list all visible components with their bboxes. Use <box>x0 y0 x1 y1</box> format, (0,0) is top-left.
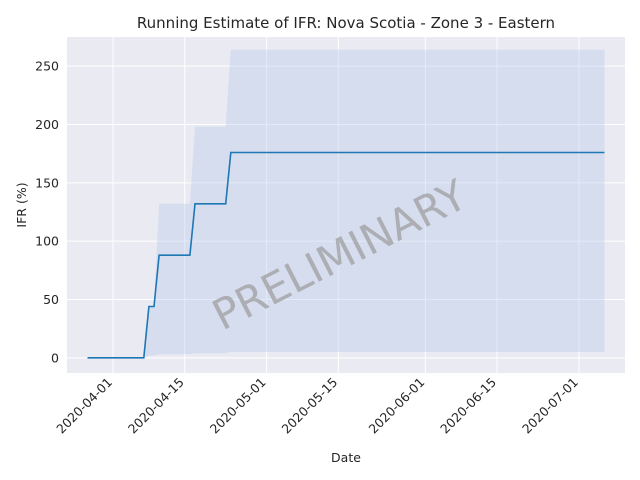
y-tick-label: 200 <box>35 117 59 132</box>
y-tick-label: 250 <box>35 59 59 74</box>
y-axis-label: IFR (%) <box>14 182 29 227</box>
y-axis-ticks: 0 50 100 150 200 250 <box>35 59 59 366</box>
y-tick-label: 0 <box>51 350 59 365</box>
ifr-series-line <box>87 151 605 359</box>
x-tick-label: 2020-04-01 <box>53 375 115 437</box>
y-tick-label: 50 <box>43 292 59 307</box>
chart-title: Running Estimate of IFR: Nova Scotia - Z… <box>137 14 555 32</box>
x-tick-label: 2020-06-15 <box>437 375 499 437</box>
x-tick-label: 2020-04-15 <box>125 375 187 437</box>
plot-area <box>67 37 625 373</box>
y-tick-label: 100 <box>35 234 59 249</box>
x-axis-ticks: 2020-04-01 2020-04-15 2020-05-01 2020-05-15… <box>53 375 581 437</box>
x-tick-label: 2020-06-01 <box>365 375 427 437</box>
x-tick-label: 2020-07-01 <box>519 375 581 437</box>
x-axis-label: Date <box>331 450 361 465</box>
x-tick-label: 2020-05-15 <box>278 375 340 437</box>
confidence-band <box>87 49 605 358</box>
grid-lines <box>67 37 625 373</box>
y-tick-label: 150 <box>35 175 59 190</box>
x-tick-label: 2020-05-01 <box>207 375 269 437</box>
